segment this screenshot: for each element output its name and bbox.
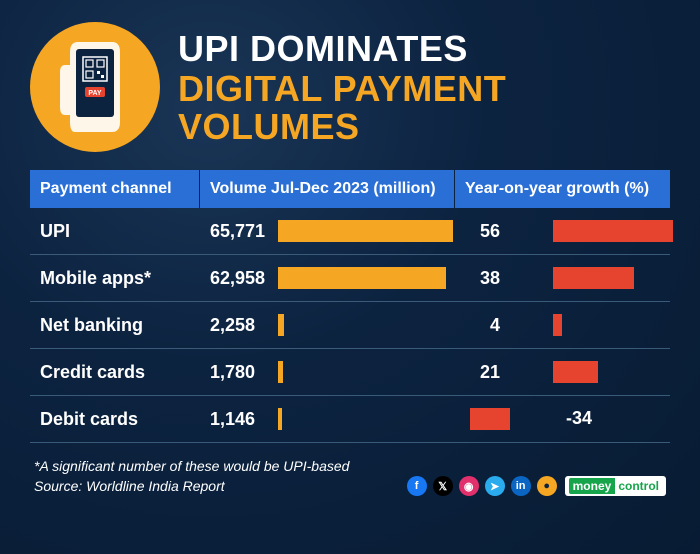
growth-bar [470, 408, 510, 430]
col-header-volume: Volume Jul-Dec 2023 (million) [200, 170, 455, 208]
volume-value: 2,258 [210, 315, 270, 336]
app-icon: ● [537, 476, 557, 496]
table-header: Payment channel Volume Jul-Dec 2023 (mil… [30, 170, 670, 208]
logo-part-2: control [615, 478, 662, 494]
x-twitter-icon: 𝕏 [433, 476, 453, 496]
growth-value: 21 [465, 362, 500, 383]
volume-cell: 1,146 [200, 396, 455, 442]
footnote: *A significant number of these would be … [34, 457, 349, 496]
col-header-growth: Year-on-year growth (%) [455, 170, 670, 208]
volume-cell: 65,771 [200, 208, 455, 254]
header: PAY UPI DOMINATES DIGITAL PAYMENT VOLUME… [30, 22, 670, 152]
growth-cell: 56 [455, 208, 670, 254]
channel-cell: Mobile apps* [30, 255, 200, 301]
moneycontrol-logo: money control [565, 476, 666, 496]
footnote-line-1: *A significant number of these would be … [34, 457, 349, 477]
volume-bar-track [278, 361, 445, 383]
channel-cell: Debit cards [30, 396, 200, 442]
volume-bar-track [278, 408, 445, 430]
table-row: Net banking 2,258 4 [30, 302, 670, 349]
volume-bar [278, 267, 446, 289]
channel-cell: Net banking [30, 302, 200, 348]
volume-bar-track [278, 220, 453, 242]
table-body: UPI 65,771 56 Mobile apps* 62,958 38 Net banki… [30, 208, 670, 443]
title: UPI DOMINATES DIGITAL PAYMENT VOLUMES [178, 22, 506, 146]
title-line-2b: VOLUMES [178, 108, 506, 146]
volume-value: 65,771 [210, 221, 270, 242]
volume-bar [278, 361, 283, 383]
volume-bar [278, 314, 284, 336]
growth-value: -34 [566, 408, 592, 429]
growth-bar-track [508, 220, 660, 242]
growth-bar [553, 220, 673, 242]
svg-text:PAY: PAY [88, 90, 102, 97]
table-row: Debit cards 1,146 -34 [30, 396, 670, 443]
table-row: UPI 65,771 56 [30, 208, 670, 255]
volume-bar [278, 220, 453, 242]
volume-cell: 62,958 [200, 255, 455, 301]
growth-cell: -34 [455, 396, 670, 442]
growth-value: 56 [465, 221, 500, 242]
facebook-icon: f [407, 476, 427, 496]
table-row: Mobile apps* 62,958 38 [30, 255, 670, 302]
telegram-icon: ➤ [485, 476, 505, 496]
footer: *A significant number of these would be … [30, 457, 670, 496]
growth-bar-track [508, 267, 660, 289]
upi-phone-icon: PAY [30, 22, 160, 152]
volume-bar [278, 408, 282, 430]
channel-cell: Credit cards [30, 349, 200, 395]
volume-bar-track [278, 267, 446, 289]
social-row: f𝕏 ◉ ➤ in ● money control [407, 476, 666, 496]
growth-value: 4 [465, 315, 500, 336]
instagram-icon: ◉ [459, 476, 479, 496]
volume-cell: 2,258 [200, 302, 455, 348]
volume-value: 62,958 [210, 268, 270, 289]
growth-cell: 4 [455, 302, 670, 348]
channel-cell: UPI [30, 208, 200, 254]
footnote-line-2: Source: Worldline India Report [34, 477, 349, 497]
growth-bar-track: -34 [465, 408, 660, 430]
table-row: Credit cards 1,780 21 [30, 349, 670, 396]
growth-bar-track [508, 314, 660, 336]
logo-part-1: money [569, 478, 616, 494]
growth-bar-track [508, 361, 660, 383]
volume-value: 1,780 [210, 362, 270, 383]
growth-cell: 38 [455, 255, 670, 301]
growth-bar [553, 267, 634, 289]
title-line-1: UPI DOMINATES [178, 28, 506, 70]
volume-bar-track [278, 314, 445, 336]
title-line-2a: DIGITAL PAYMENT [178, 70, 506, 108]
linkedin-icon: in [511, 476, 531, 496]
volume-cell: 1,780 [200, 349, 455, 395]
growth-cell: 21 [455, 349, 670, 395]
growth-value: 38 [465, 268, 500, 289]
col-header-channel: Payment channel [30, 170, 200, 208]
growth-bar [553, 361, 598, 383]
volume-value: 1,146 [210, 409, 270, 430]
growth-bar [553, 314, 562, 336]
data-table: Payment channel Volume Jul-Dec 2023 (mil… [30, 170, 670, 443]
